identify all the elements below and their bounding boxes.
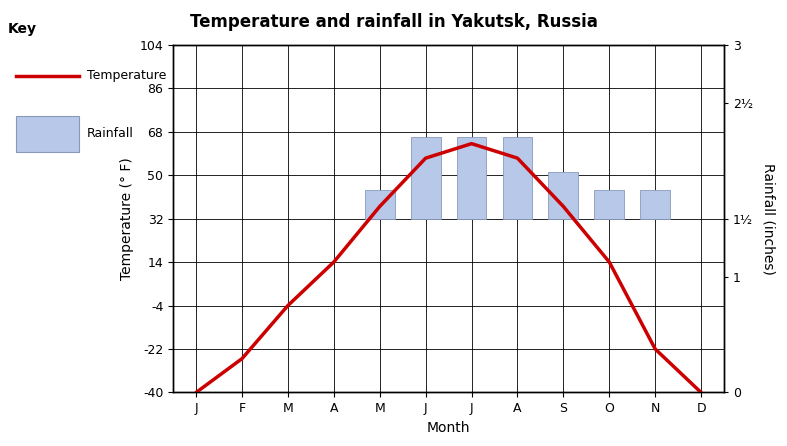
Text: Key: Key [8,22,37,36]
Bar [365,190,394,219]
Text: Temperature and rainfall in Yakutsk, Russia: Temperature and rainfall in Yakutsk, Rus… [190,13,597,31]
Y-axis label: Rainfall (inches): Rainfall (inches) [761,163,775,274]
Bar [549,172,578,219]
Text: Temperature: Temperature [87,69,166,83]
X-axis label: Month: Month [427,421,471,435]
Bar [503,137,532,219]
Text: Rainfall: Rainfall [87,127,134,140]
Bar [456,137,486,219]
Bar [411,137,441,219]
Y-axis label: Temperature (° F): Temperature (° F) [120,157,134,280]
Bar [641,190,670,219]
Bar [594,190,624,219]
